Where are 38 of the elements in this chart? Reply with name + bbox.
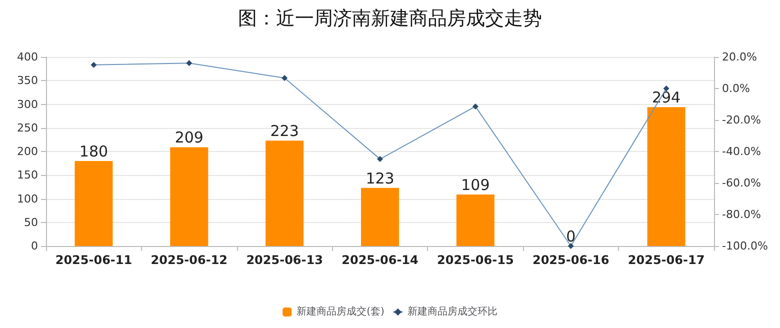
data-label: 180 bbox=[79, 142, 108, 160]
data-label: 0 bbox=[566, 228, 576, 246]
legend-label: 新建商品房成交环比 bbox=[407, 306, 498, 318]
y-tick-label: 400 bbox=[17, 50, 38, 64]
bar bbox=[456, 194, 494, 246]
bar bbox=[361, 188, 399, 246]
y-tick-label: 50 bbox=[24, 216, 38, 229]
chart-title: 图：近一周济南新建商品房成交走势 bbox=[238, 8, 542, 30]
y-tick-label: 250 bbox=[17, 121, 38, 134]
bar bbox=[266, 140, 304, 246]
x-tick-label: 2025-06-14 bbox=[342, 253, 418, 267]
x-tick-label: 2025-06-11 bbox=[55, 253, 132, 267]
y2-tick-label: -60.0% bbox=[722, 176, 761, 190]
y-tick-label: 150 bbox=[17, 168, 38, 182]
y2-tick-label: -40.0% bbox=[722, 145, 761, 158]
x-tick-label: 2025-06-15 bbox=[437, 253, 514, 267]
bar bbox=[170, 147, 208, 246]
x-tick-label: 2025-06-17 bbox=[628, 253, 705, 267]
x-tick-label: 2025-06-13 bbox=[246, 253, 323, 267]
data-label: 223 bbox=[270, 122, 299, 140]
data-label: 109 bbox=[461, 176, 490, 194]
y-tick-label: 300 bbox=[17, 98, 38, 111]
bar bbox=[647, 107, 686, 246]
y2-tick-label: -20.0% bbox=[722, 114, 761, 126]
bar bbox=[74, 160, 113, 246]
y2-tick-label: -100.0% bbox=[722, 240, 768, 252]
y2-tick-label: 0.0% bbox=[722, 82, 750, 95]
data-label: 123 bbox=[366, 169, 394, 188]
y2-tick-label: -80.0% bbox=[722, 208, 761, 221]
y-tick-label: 100 bbox=[17, 192, 38, 206]
legend-label: 新建商品房成交(套) bbox=[296, 306, 384, 318]
y-tick-label: 0 bbox=[31, 240, 38, 252]
y-tick-label: 200 bbox=[17, 145, 38, 158]
y-tick-label: 350 bbox=[17, 74, 38, 88]
x-tick-label: 2025-06-16 bbox=[532, 253, 610, 267]
y2-tick-label: 20.0% bbox=[722, 50, 757, 64]
x-tick-label: 2025-06-12 bbox=[150, 253, 228, 267]
data-label: 209 bbox=[174, 128, 204, 147]
